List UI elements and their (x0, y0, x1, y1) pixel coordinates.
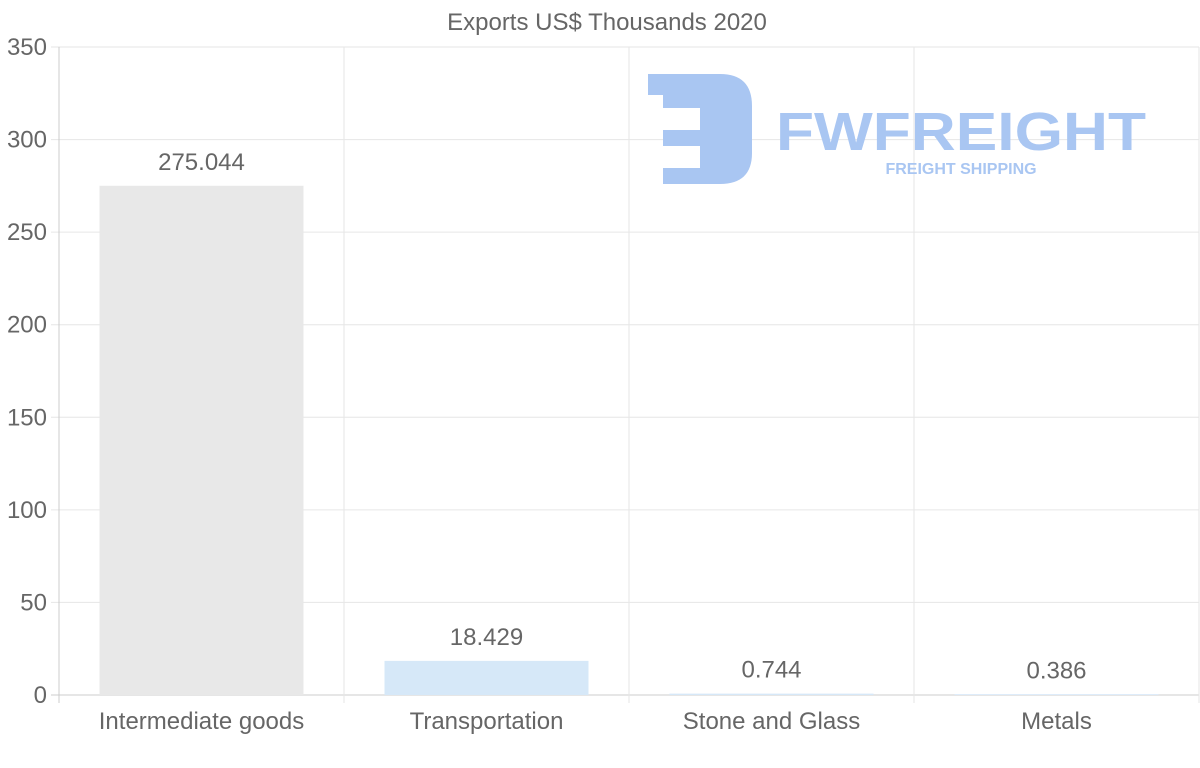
y-axis-ticks: 0 50 100 150 200 250 300 350 (7, 34, 47, 709)
y-tick-label: 150 (7, 404, 47, 431)
x-tick-label: Metals (1021, 708, 1092, 735)
value-labels-layer: 275.044 18.429 0.744 0.386 (158, 149, 1086, 685)
bar-value-label: 275.044 (158, 149, 245, 176)
watermark-logo: FWFREIGHT FREIGHT SHIPPING (648, 74, 1146, 184)
bar[interactable] (384, 660, 589, 695)
fwfreight-logo-icon (648, 74, 752, 184)
y-tick-label: 100 (7, 497, 47, 524)
bar-value-label: 18.429 (450, 624, 523, 651)
y-tick-label: 300 (7, 127, 47, 154)
x-tick-label: Stone and Glass (683, 708, 860, 735)
x-tick-label: Intermediate goods (99, 708, 304, 735)
bar[interactable] (99, 185, 304, 695)
y-tick-label: 50 (20, 589, 47, 616)
watermark-tagline-text: FREIGHT SHIPPING (885, 161, 1036, 178)
y-tick-label: 200 (7, 312, 47, 339)
x-axis-ticks: Intermediate goods Transportation Stone an… (99, 708, 1092, 735)
bar[interactable] (669, 693, 874, 695)
bar-value-label: 0.744 (741, 657, 801, 684)
watermark-brand-text: FWFREIGHT (776, 102, 1146, 162)
bar-value-label: 0.386 (1026, 657, 1086, 684)
y-tick-label: 0 (34, 682, 47, 709)
chart-title: Exports US$ Thousands 2020 (447, 9, 767, 36)
y-tick-label: 250 (7, 219, 47, 246)
bars-layer (99, 185, 1159, 695)
bar[interactable] (954, 694, 1159, 695)
x-tick-label: Transportation (410, 708, 564, 735)
y-tick-label: 350 (7, 34, 47, 61)
